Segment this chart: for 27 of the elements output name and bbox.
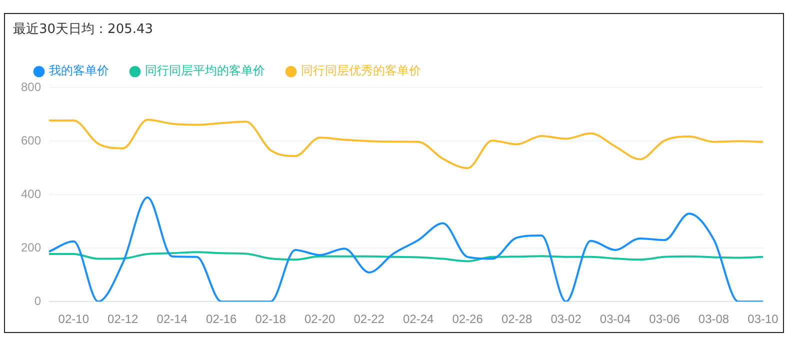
x-tick-label: 03-10 [748,312,779,326]
line-series [48,118,764,170]
y-tick-label: 600 [20,133,42,148]
x-tick-label: 02-16 [206,312,238,326]
chart-title: 最近30天日均：205.43 [13,22,154,38]
y-tick-label: 800 [20,80,42,94]
legend-label: 同行同层优秀的客单价 [301,64,421,78]
x-tick-label: 02-10 [58,312,90,326]
x-tick-label: 03-04 [600,312,631,326]
x-tick-label: 02-12 [108,312,139,326]
x-tick-label: 02-18 [255,312,286,326]
x-tick-label: 02-24 [402,312,434,326]
legend-label: 我的客单价 [49,64,109,78]
y-tick-label: 0 [34,294,42,308]
x-tick-label: 03-06 [649,312,680,326]
x-tick-label: 02-22 [354,312,385,326]
y-tick-label: 200 [20,240,42,254]
x-tick-label: 03-08 [698,312,730,326]
x-tick-label: 02-20 [304,312,336,326]
line-series [48,251,764,262]
line-series [48,196,764,302]
x-tick-label: 03-02 [550,312,582,326]
x-tick-label: 02-28 [501,312,532,326]
legend-label: 同行同层平均的客单价 [145,64,265,78]
x-tick-label: 02-14 [156,312,188,326]
x-tick-label: 02-26 [452,312,484,326]
y-tick-label: 400 [20,186,42,201]
